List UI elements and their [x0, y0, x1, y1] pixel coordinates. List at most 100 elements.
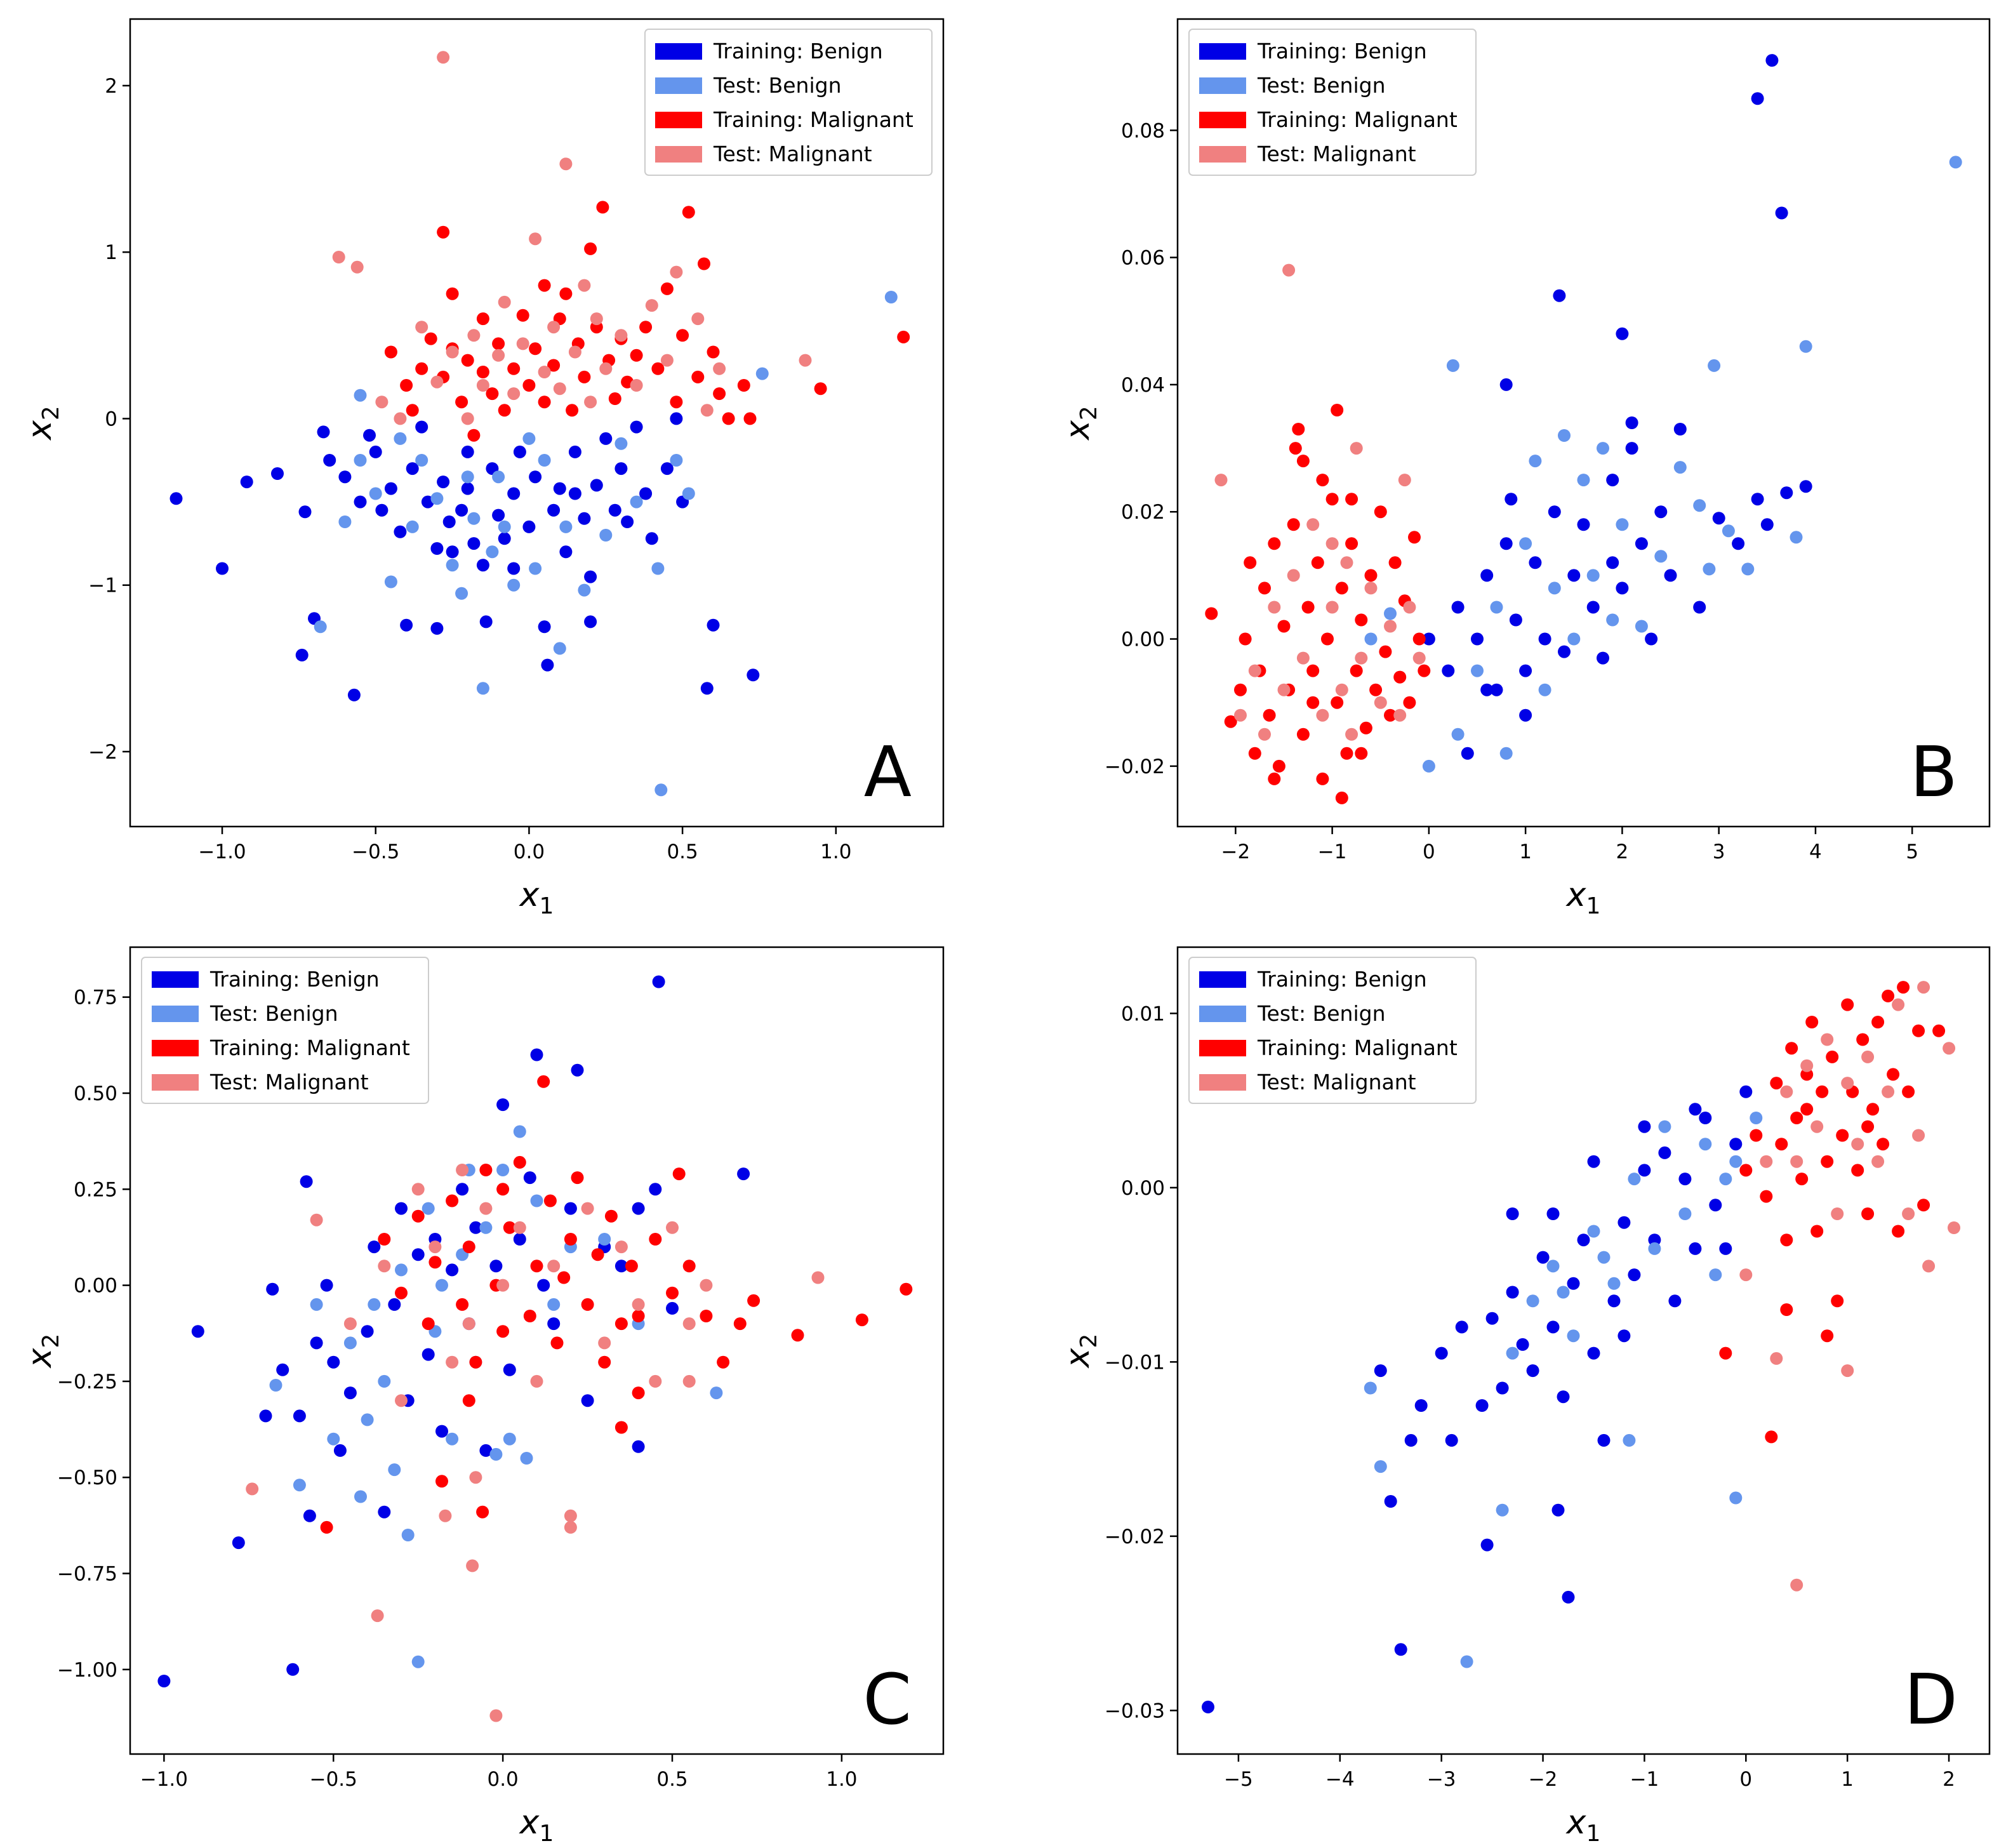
scatter-point: [1948, 1221, 1960, 1234]
scatter-point: [455, 587, 468, 600]
scatter-point: [1355, 747, 1368, 760]
scatter-point: [1340, 556, 1353, 569]
scatter-point: [651, 562, 665, 575]
scatter-point: [553, 642, 566, 655]
legend-label: Test: Malignant: [1257, 1070, 1416, 1094]
scatter-point: [581, 1298, 594, 1311]
scatter-point: [1708, 359, 1721, 372]
scatter-point: [461, 482, 474, 495]
axes-frame: [1176, 946, 1991, 1755]
scatter-point: [599, 432, 613, 445]
x-tick-label: 0: [1423, 841, 1435, 863]
legend: Training: Benign Test: Benign Training: Ma…: [141, 957, 429, 1104]
scatter-point: [1638, 1120, 1651, 1133]
x-axis-label: x1: [1565, 1804, 1601, 1847]
scatter-point: [1538, 683, 1551, 696]
scatter-point: [550, 1336, 564, 1350]
scatter-point: [378, 1505, 391, 1519]
scatter-point: [1638, 1164, 1651, 1177]
legend-swatch: [655, 112, 702, 128]
scatter-point: [479, 1202, 493, 1215]
scatter-point: [1480, 569, 1494, 582]
scatter-point: [1499, 378, 1513, 391]
scatter-point: [1709, 1268, 1722, 1282]
scatter-point: [733, 1317, 747, 1331]
scatter-point: [1597, 1433, 1611, 1447]
scatter-point: [1607, 1294, 1621, 1308]
scatter-point: [446, 1432, 459, 1446]
scatter-point: [1882, 989, 1895, 1002]
y-tick-label: 0: [105, 408, 117, 430]
scatter-point: [446, 559, 459, 572]
scatter-point: [375, 396, 389, 409]
scatter-point: [1732, 537, 1745, 550]
scatter-point: [1719, 1242, 1732, 1255]
scatter-point: [1689, 1242, 1702, 1255]
scatter-point: [1548, 505, 1561, 519]
scatter-point: [547, 321, 561, 334]
scatter-point: [1693, 601, 1706, 614]
scatter-point: [737, 379, 750, 392]
scatter-point: [479, 1221, 493, 1234]
scatter-point: [1394, 1643, 1407, 1656]
scatter-point: [1553, 289, 1566, 302]
scatter-point: [388, 1463, 401, 1477]
scatter-point: [1861, 1050, 1875, 1063]
scatter-point: [1321, 632, 1334, 646]
scatter-point: [479, 1444, 493, 1457]
scatter-point: [1258, 728, 1271, 741]
scatter-point: [1775, 1138, 1788, 1151]
scatter-point: [591, 1248, 604, 1261]
scatter-point: [169, 492, 183, 505]
scatter-point: [1496, 1503, 1509, 1517]
panel-d: −5 −4 −3 −2 −1 0 1 2 −0.03 −0.02 −0.01 0.00 0.01 x1 x2…: [1059, 946, 1991, 1847]
scatter-point: [430, 542, 444, 555]
scatter-point: [428, 1240, 442, 1254]
scatter-point: [529, 562, 542, 575]
scatter-point: [1861, 1120, 1875, 1133]
scatter-point: [682, 1260, 696, 1273]
scatter-point: [747, 668, 760, 682]
scatter-point: [496, 1279, 510, 1292]
scatter-point: [1558, 429, 1571, 442]
scatter-point: [415, 454, 428, 467]
scatter-point: [1810, 1120, 1824, 1133]
scatter-point: [498, 404, 511, 417]
scatter-point: [411, 1655, 425, 1668]
series-training-benign: [1202, 1085, 1753, 1713]
scatter-point: [672, 1167, 686, 1181]
legend-label: Test: Benign: [713, 73, 841, 98]
scatter-point: [462, 1240, 475, 1254]
scatter-point: [1739, 1085, 1753, 1098]
scatter-point: [700, 1279, 713, 1292]
legend-swatch: [1199, 77, 1246, 94]
scatter-point: [461, 470, 474, 484]
scatter-point: [476, 379, 489, 392]
x-tick-label: 0.5: [667, 841, 698, 863]
scatter-point: [1917, 1199, 1930, 1212]
scatter-point: [630, 379, 643, 392]
scatter-point: [1451, 728, 1465, 741]
scatter-point: [1635, 620, 1648, 633]
scatter-point: [530, 1048, 543, 1061]
scatter-point: [1404, 1433, 1418, 1447]
scatter-point: [513, 1221, 526, 1234]
x-tick-label: −1.0: [140, 1768, 188, 1791]
axes-frame: [1176, 18, 1991, 828]
scatter-point: [568, 345, 581, 359]
scatter-point: [395, 1286, 408, 1300]
scatter-point: [707, 345, 720, 359]
scatter-point: [1325, 493, 1339, 506]
scatter-point: [388, 1298, 401, 1311]
scatter-point: [1519, 537, 1532, 550]
y-tick-label: 2: [105, 75, 117, 98]
scatter-point: [1800, 1068, 1814, 1081]
legend-swatch: [1199, 43, 1246, 60]
scatter-point: [897, 330, 910, 343]
scatter-point: [1587, 1225, 1600, 1238]
scatter-point: [1607, 1277, 1621, 1290]
scatter-point: [466, 1559, 479, 1572]
scatter-point: [1871, 1016, 1885, 1028]
scatter-point: [378, 1260, 391, 1273]
scatter-point: [1625, 416, 1638, 429]
